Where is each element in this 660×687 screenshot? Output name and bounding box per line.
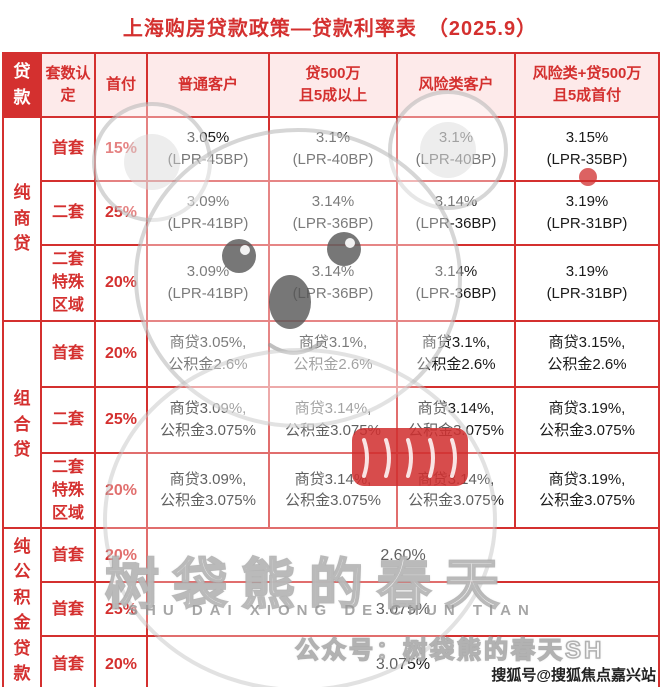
rate-cell: 商贷3.14%, 公积金3.075%: [268, 385, 398, 454]
rate-cell: 商贷3.15%, 公积金2.6%: [514, 319, 660, 388]
rate-cell: 3.1% (LPR-40BP): [396, 116, 516, 182]
tier-cell: 二套: [40, 180, 96, 246]
downpayment-cell: 20%: [94, 635, 148, 687]
downpayment-cell: 20%: [94, 451, 148, 530]
rate-cell: 商贷3.14%, 公积金3.075%: [396, 385, 516, 454]
rate-cell: 3.1% (LPR-40BP): [268, 116, 398, 182]
tier-cell: 首套: [40, 319, 96, 388]
col-header-risk-5m: 风险类+贷500万 且5成首付: [514, 52, 660, 118]
loan-rate-table: 贷款 套数认定 首付 普通客户 贷500万 且5成以上 风险类客户 风险类+贷5…: [2, 52, 660, 687]
rate-cell-merged: 2.60%: [146, 527, 660, 584]
table-row: 组合贷 首套 20% 商贷3.05%, 公积金2.6% 商贷3.1%, 公积金2…: [2, 319, 660, 530]
downpayment-cell: 25%: [94, 581, 148, 638]
table-row: 二套特殊区域 20% 商贷3.09%, 公积金3.075% 商贷3.14%, 公…: [3, 451, 660, 530]
corner-header-text: 贷款: [13, 62, 31, 107]
source-credit: 搜狐号@搜狐焦点嘉兴站: [491, 664, 656, 685]
header-row: 贷款 套数认定 首付 普通客户 贷500万 且5成以上 风险类客户 风险类+贷5…: [2, 52, 660, 118]
rate-cell: 商贷3.1%, 公积金2.6%: [396, 319, 516, 388]
loan-type-provident-fund: 纯公积金贷款: [2, 527, 42, 687]
rate-cell: 3.09% (LPR-41BP): [146, 244, 270, 322]
rate-cell: 商贷3.14%, 公积金3.075%: [268, 451, 398, 530]
page-title: 上海购房贷款政策—贷款利率表 （2025.9）: [122, 17, 538, 40]
tier-cell: 首套: [40, 581, 96, 638]
rate-cell: 3.14% (LPR-36BP): [268, 244, 398, 322]
downpayment-cell: 20%: [94, 319, 148, 388]
col-header-normal-client: 普通客户: [146, 52, 270, 118]
tier-cell: 二套特殊区域: [40, 451, 96, 530]
table-row: 二套 25% 3.09% (LPR-41BP) 3.14% (LPR-36BP)…: [3, 180, 660, 246]
table-row: 纯公积金贷款 首套 20% 2.60%: [2, 527, 660, 687]
table-row: 首套 25% 3.075%: [3, 581, 660, 638]
rate-cell: 3.14% (LPR-36BP): [396, 244, 516, 322]
tier-cell: 首套: [40, 116, 96, 182]
corner-header-loan: 贷款: [2, 52, 42, 118]
tier-cell: 二套: [40, 385, 96, 454]
rate-cell: 商贷3.19%, 公积金3.075%: [514, 385, 660, 454]
rate-cell: 商贷3.19%, 公积金3.075%: [514, 451, 660, 530]
downpayment-cell: 25%: [94, 385, 148, 454]
rate-cell: 3.14% (LPR-36BP): [396, 180, 516, 246]
tier-cell: 首套: [40, 635, 96, 687]
downpayment-cell: 20%: [94, 244, 148, 322]
rate-cell: 商贷3.1%, 公积金2.6%: [268, 319, 398, 388]
col-header-downpayment: 首付: [94, 52, 148, 118]
table-row: 纯商贷 首套 15% 3.05% (LPR-45BP) 3.1% (LPR-40…: [2, 116, 660, 322]
loan-type-pure-commercial: 纯商贷: [2, 116, 42, 322]
col-header-risk-client: 风险类客户: [396, 52, 516, 118]
loan-type-combo: 组合贷: [2, 319, 42, 530]
rate-cell: 3.19% (LPR-31BP): [514, 244, 660, 322]
rate-cell: 商贷3.09%, 公积金3.075%: [146, 451, 270, 530]
rate-cell: 3.14% (LPR-36BP): [268, 180, 398, 246]
table-row: 二套特殊区域 20% 3.09% (LPR-41BP) 3.14% (LPR-3…: [3, 244, 660, 322]
rate-cell-merged: 3.075%: [146, 581, 660, 638]
downpayment-cell: 25%: [94, 180, 148, 246]
col-header-5m-loan: 贷500万 且5成以上: [268, 52, 398, 118]
col-header-tier: 套数认定: [40, 52, 96, 118]
rate-cell: 商贷3.09%, 公积金3.075%: [146, 385, 270, 454]
rate-cell: 3.15% (LPR-35BP): [514, 116, 660, 182]
rate-cell: 3.19% (LPR-31BP): [514, 180, 660, 246]
title-bar: 上海购房贷款政策—贷款利率表 （2025.9）: [0, 0, 660, 52]
downpayment-cell: 20%: [94, 527, 148, 584]
downpayment-cell: 15%: [94, 116, 148, 182]
tier-cell: 首套: [40, 527, 96, 584]
rate-cell: 3.09% (LPR-41BP): [146, 180, 270, 246]
table-row: 二套 25% 商贷3.09%, 公积金3.075% 商贷3.14%, 公积金3.…: [3, 385, 660, 454]
rate-cell: 商贷3.05%, 公积金2.6%: [146, 319, 270, 388]
rate-cell: 商贷3.14%, 公积金3.075%: [396, 451, 516, 530]
tier-cell: 二套特殊区域: [40, 244, 96, 322]
rate-cell: 3.05% (LPR-45BP): [146, 116, 270, 182]
